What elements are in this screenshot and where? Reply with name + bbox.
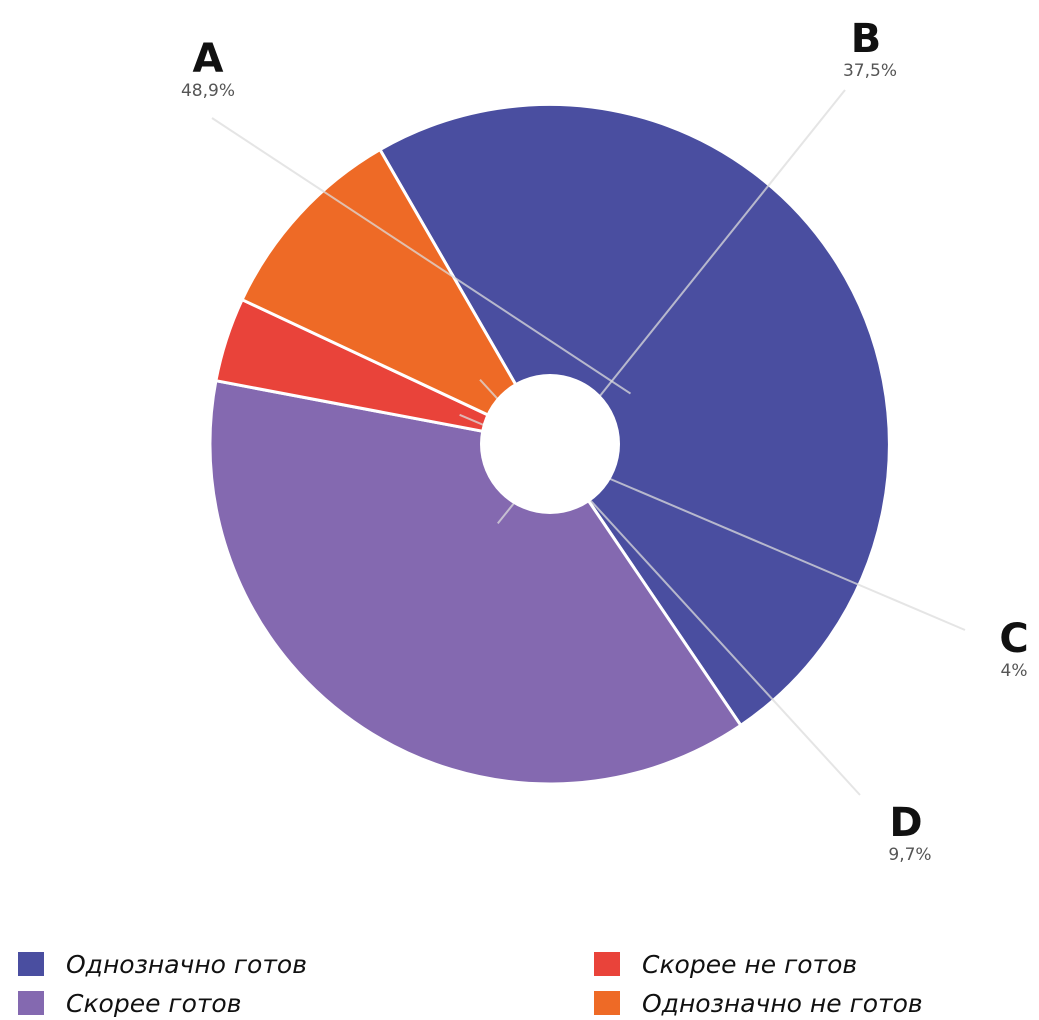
slice-a [377,102,891,728]
legend-swatch-d [594,991,620,1015]
slice-value-c: 4% [1001,661,1028,681]
slice-value-d: 9,7% [888,845,931,865]
legend-item-d: Однозначно не готов [594,986,923,1020]
leader-line-a [211,117,632,395]
legend-label-c: Скорее не готов [642,949,858,979]
slice-labels: A48,9% B37,5% C4% D9,7% [181,16,1029,865]
legend: Однозначно готов Скорее готов Скорее не … [0,944,1039,1018]
legend-label-b: Скорее готов [66,988,242,1018]
legend-item-b: Скорее готов [18,986,241,1020]
legend-swatch-a [18,952,44,976]
slice-b [208,378,743,786]
slice-label-c: C [999,616,1028,662]
legend-label-a: Однозначно готов [66,949,307,979]
slice-label-a: A [193,36,224,82]
legend-swatch-b [18,991,44,1015]
slice-label-d: D [889,800,922,846]
legend-item-c: Скорее не готов [594,947,857,981]
slice-d [240,147,554,448]
donut-chart: A48,9% B37,5% C4% D9,7% [181,16,1029,865]
donut-hole [480,374,620,514]
legend-item-a: Однозначно готов [18,947,307,981]
slice-value-b: 37,5% [843,61,897,81]
legend-label-d: Однозначно не готов [642,988,923,1018]
slice-value-a: 48,9% [181,81,235,101]
legend-swatch-c [594,952,620,976]
slice-label-b: B [851,16,882,62]
donut-slices [208,102,891,786]
